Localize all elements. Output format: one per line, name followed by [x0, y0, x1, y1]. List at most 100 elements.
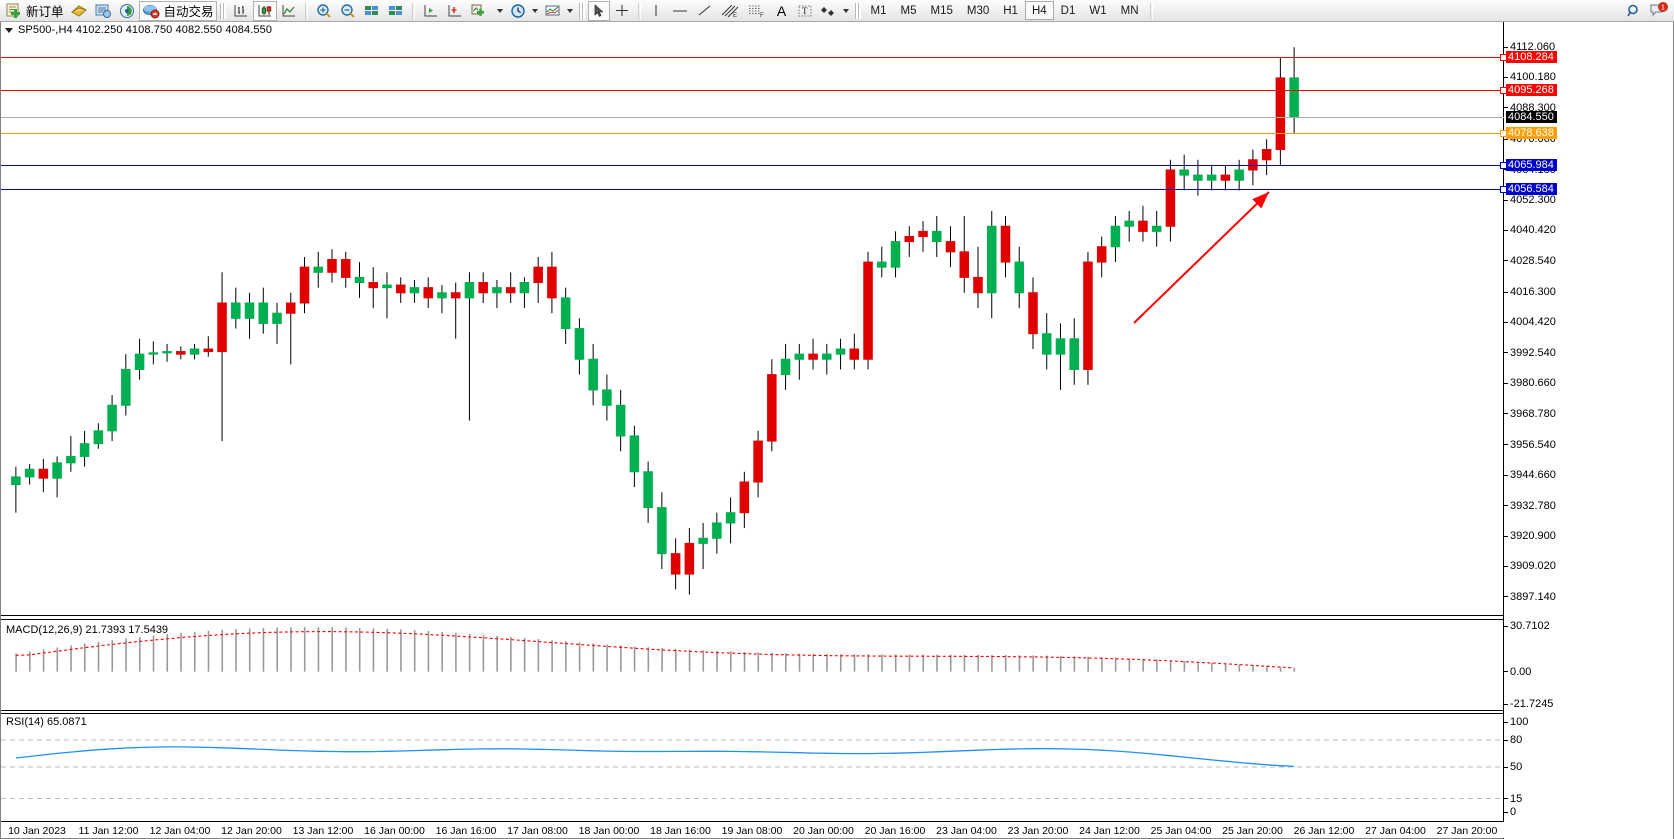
candle	[670, 553, 681, 575]
timeframe-w1[interactable]: W1	[1089, 4, 1107, 17]
expert-advisors-button[interactable]	[67, 1, 91, 21]
timeframe-h1[interactable]: H1	[1003, 4, 1018, 17]
stop-level-1-line[interactable]	[1, 164, 1504, 166]
timeframe-h4[interactable]: H4	[1024, 1, 1054, 20]
macd-histogram-bar	[386, 628, 388, 672]
toolbar-grip[interactable]	[219, 2, 226, 19]
time-tick: 23 Jan 20:00	[1007, 825, 1069, 837]
navigator-button[interactable]	[115, 1, 139, 21]
autoscroll-icon[interactable]	[443, 1, 467, 21]
timeframe-m15[interactable]: M15	[930, 4, 953, 17]
autotrading-label: 自动交易	[163, 5, 214, 19]
chart-menu-icon[interactable]	[5, 27, 13, 33]
trendline-button[interactable]	[693, 1, 717, 21]
macd-histogram-bar	[276, 627, 279, 672]
take-profit-1-handle[interactable]	[1500, 53, 1507, 61]
macd-histogram-bar	[922, 654, 925, 672]
pending-order-line[interactable]	[1, 132, 1504, 134]
pending-order-label[interactable]: 4078.638	[1506, 126, 1557, 139]
fibonacci-button[interactable]: F	[743, 1, 771, 21]
zoom-out-button[interactable]	[336, 1, 360, 21]
timeframe-m1[interactable]: M1	[870, 4, 887, 17]
candle	[134, 353, 145, 370]
stop-level-1-handle[interactable]	[1500, 161, 1507, 169]
time-tick: 27 Jan 04:00	[1365, 825, 1426, 837]
timeframe-m5[interactable]: M5	[900, 4, 917, 17]
time-tick: 26 Jan 12:00	[1293, 825, 1355, 837]
macd-histogram-bar	[565, 641, 567, 672]
pane-separator-2[interactable]	[1, 710, 1504, 711]
templates-button[interactable]	[541, 1, 576, 21]
zoom-in-button[interactable]	[312, 1, 336, 21]
objects-button[interactable]	[817, 1, 852, 21]
candle	[66, 455, 76, 464]
candle	[162, 351, 172, 354]
chevron-down-icon-2[interactable]	[531, 8, 538, 13]
candle	[547, 266, 557, 299]
candle	[712, 522, 722, 539]
periods-button[interactable]	[506, 1, 541, 21]
price-pane[interactable]	[1, 37, 1504, 615]
horizontal-line-button[interactable]	[667, 1, 693, 21]
time-tick: 24 Jan 12:00	[1079, 825, 1140, 837]
stop-level-1-label[interactable]: 4065.984	[1506, 158, 1557, 171]
macd-pane[interactable]	[1, 620, 1504, 710]
macd-histogram-bar	[1211, 662, 1213, 672]
chevron-down-icon-3[interactable]	[566, 8, 573, 13]
cursor-button[interactable]	[587, 0, 610, 21]
timeframe-mn[interactable]: MN	[1120, 4, 1139, 17]
price-scale[interactable]: 4112.0604100.1804088.3004076.0604064.180…	[1503, 22, 1673, 839]
toolbar-grip-2[interactable]	[578, 2, 585, 19]
text-button[interactable]: A	[776, 2, 787, 19]
autotrading-button[interactable]: 自动交易	[138, 0, 217, 21]
stop-level-2-line[interactable]	[1, 188, 1504, 190]
candlestick-chart-button[interactable]	[252, 0, 277, 21]
vertical-line-button[interactable]	[645, 1, 667, 21]
macd-histogram-bar	[729, 651, 732, 672]
macd-histogram-bar	[839, 654, 842, 672]
new-order-button[interactable]: 新订单	[2, 1, 67, 21]
equidistant-channel-button[interactable]: E	[717, 1, 743, 21]
timeframe-m30[interactable]: M30	[966, 4, 990, 17]
indicators-button[interactable]	[467, 1, 506, 21]
candle	[849, 348, 860, 360]
grid-icon[interactable]	[360, 1, 384, 21]
last-price-label[interactable]: 4084.550	[1506, 111, 1557, 124]
alert-badge-count: 1	[1661, 3, 1665, 12]
line-chart-button[interactable]	[277, 1, 301, 21]
take-profit-1-label[interactable]: 4108.284	[1506, 50, 1557, 63]
grid-alt-icon[interactable]	[384, 1, 408, 21]
pending-order-handle[interactable]	[1500, 129, 1507, 137]
bar-chart-button[interactable]	[229, 1, 253, 21]
candle	[79, 443, 90, 457]
macd-chart	[15, 627, 1296, 672]
candle	[877, 261, 887, 268]
label-button[interactable]: T	[793, 1, 817, 21]
price-tick: 3920.900	[1504, 530, 1556, 541]
toolbar-grip-3[interactable]	[854, 2, 861, 19]
price-tick: 4088.300	[1504, 102, 1556, 113]
take-profit-1-line[interactable]	[1, 56, 1504, 58]
macd-histogram-bar	[482, 634, 485, 672]
search-icon[interactable]	[1622, 1, 1646, 21]
price-tick: 3909.020	[1504, 561, 1556, 572]
pane-separator-1[interactable]	[1, 615, 1504, 616]
price-tick: 4076.060	[1504, 134, 1556, 145]
chart-window[interactable]: SP500-,H4 4102.250 4108.750 4082.550 408…	[0, 22, 1674, 839]
take-profit-2-line[interactable]	[1, 90, 1504, 92]
candle	[423, 287, 433, 299]
shift-icon[interactable]	[419, 1, 443, 21]
stop-level-2-label[interactable]: 4056.584	[1506, 182, 1557, 195]
price-tick: 3956.540	[1504, 439, 1556, 450]
rsi-pane[interactable]	[1, 714, 1504, 822]
take-profit-2-handle[interactable]	[1500, 87, 1507, 95]
macd-histogram-bar	[42, 649, 45, 672]
data-window-button[interactable]	[91, 1, 115, 21]
alerts-icon[interactable]: 1	[1646, 1, 1672, 21]
chevron-down-icon[interactable]	[496, 8, 503, 13]
crosshair-button[interactable]	[610, 1, 634, 21]
stop-level-2-handle[interactable]	[1500, 185, 1507, 193]
timeframe-d1[interactable]: D1	[1060, 4, 1076, 17]
take-profit-2-label[interactable]: 4095.268	[1506, 84, 1557, 97]
chevron-down-icon-4[interactable]	[842, 8, 849, 13]
